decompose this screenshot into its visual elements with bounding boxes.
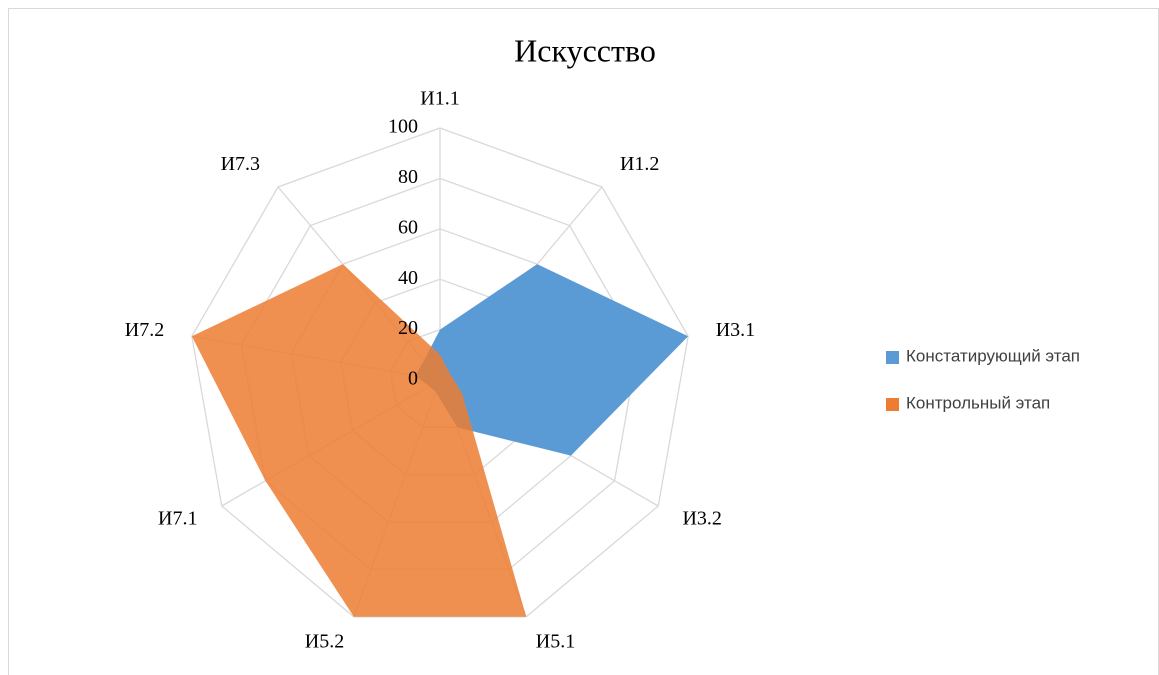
category-label: И5.2 <box>305 631 344 653</box>
legend-swatch <box>886 351 899 364</box>
series-area <box>415 264 689 456</box>
category-label: И5.1 <box>536 631 575 653</box>
category-label: И1.1 <box>420 88 459 110</box>
category-label: И7.1 <box>158 508 197 530</box>
r-tick-label: 60 <box>398 216 418 238</box>
series-area <box>191 264 527 617</box>
r-tick-label: 20 <box>398 317 418 339</box>
category-label: И3.2 <box>682 508 721 530</box>
r-tick-label: 40 <box>398 267 418 289</box>
category-label: И7.2 <box>125 319 164 341</box>
legend-swatch <box>886 398 899 411</box>
legend-label: Констатирующий этап <box>906 346 1080 365</box>
r-tick-label: 0 <box>408 368 418 390</box>
chart-title: Искусство <box>514 32 656 68</box>
r-tick-label: 100 <box>388 116 418 138</box>
category-label: И3.1 <box>716 319 755 341</box>
category-label: И1.2 <box>620 153 659 175</box>
r-tick-label: 80 <box>398 166 418 188</box>
legend-label: Контрольный этап <box>906 393 1050 412</box>
category-label: И7.3 <box>221 153 260 175</box>
